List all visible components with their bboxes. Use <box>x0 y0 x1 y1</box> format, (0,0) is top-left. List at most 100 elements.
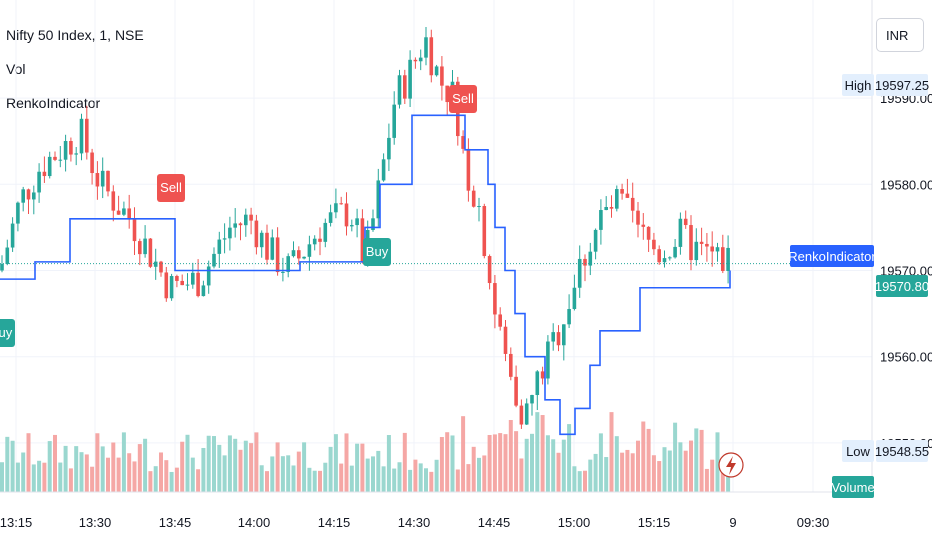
currency-button[interactable]: INR <box>876 18 924 52</box>
price-tick-label: 19580.00 <box>880 177 932 192</box>
volume-bar <box>376 450 381 492</box>
candle-body <box>699 241 704 244</box>
candle-body <box>5 247 10 264</box>
signal-badge <box>449 85 477 113</box>
volume-bar <box>662 447 667 492</box>
volume-bar <box>254 432 259 492</box>
volume-tag: Volume <box>831 480 874 495</box>
volume-bar <box>132 461 137 492</box>
volume-bar <box>174 467 179 492</box>
candle-body <box>32 192 36 200</box>
high-value: 19597.25 <box>875 78 929 93</box>
price-tick-label: 19560.00 <box>880 350 932 365</box>
signal-sell-label: Sell <box>452 91 474 106</box>
candle-body <box>196 272 200 297</box>
candle-body <box>212 253 216 267</box>
volume-bar <box>620 452 625 492</box>
candle-body <box>10 223 15 248</box>
candle-body <box>339 203 343 205</box>
volume-bar <box>137 444 142 492</box>
candle-body <box>191 272 195 285</box>
axes: 19590.0019580.0019570.0019560.0019550.00… <box>0 0 932 530</box>
volume-bar <box>598 433 603 492</box>
volume-bar <box>397 462 402 492</box>
candle-body <box>143 238 147 255</box>
candle-body <box>360 218 365 262</box>
candle-body <box>265 232 269 260</box>
volume-bar <box>21 452 26 492</box>
candle-body <box>159 261 163 273</box>
low-label-bg <box>842 440 874 462</box>
candle-body <box>175 276 179 281</box>
legend-symbol[interactable]: Nifty 50 Index, 1, NSE <box>6 27 144 43</box>
volume-bar <box>275 442 280 492</box>
high-value-bg <box>876 74 928 96</box>
volume-bar <box>715 432 720 492</box>
signal-buy-label: Buy <box>0 325 13 340</box>
volume-bar <box>445 432 450 492</box>
candle-body <box>206 266 211 286</box>
candle-body <box>524 403 529 425</box>
candle-body <box>440 66 444 86</box>
low-label: Low <box>846 444 870 459</box>
candle-body <box>652 239 656 250</box>
candle-body <box>482 206 487 257</box>
candle-body <box>201 285 206 297</box>
candle-body <box>153 261 158 267</box>
volume-bar <box>222 455 227 492</box>
volume-bar <box>47 441 52 492</box>
volume-bar <box>689 440 693 492</box>
candle-body <box>604 207 608 211</box>
volume-bar <box>206 435 211 492</box>
flash-icon-glyph <box>726 456 736 475</box>
candle-body <box>646 226 651 240</box>
candle-body <box>58 159 63 161</box>
volume-bar <box>371 456 375 492</box>
candle-body <box>509 353 513 377</box>
candle-body <box>689 225 693 261</box>
time-tick-label: 15:00 <box>558 515 591 530</box>
renko-step-line <box>0 114 731 436</box>
volume-bar <box>577 471 582 492</box>
candle-body <box>498 314 502 327</box>
low-value-bg <box>876 440 928 462</box>
candle-body <box>408 59 412 99</box>
last-price-tag: 19570.80 <box>875 279 929 294</box>
candle-body <box>228 227 232 239</box>
candle-body <box>90 152 94 174</box>
candle-body <box>138 241 142 255</box>
volume-bar <box>583 470 587 492</box>
volume-bar <box>683 450 688 492</box>
volume-bar <box>37 460 42 492</box>
candle-body <box>185 284 190 286</box>
volume-bar <box>360 443 365 492</box>
candle-body <box>47 156 52 177</box>
volume-bar <box>121 432 126 492</box>
candle-body <box>673 246 677 258</box>
volume-bar <box>143 438 148 492</box>
signal-badge <box>363 238 391 266</box>
candle-body <box>106 170 110 192</box>
signal-badge <box>0 319 15 347</box>
candle-body <box>222 238 227 240</box>
candle-body <box>180 280 184 286</box>
time-tick-label: 13:45 <box>159 515 192 530</box>
legend-indicator[interactable]: RenkoIndicator <box>6 95 101 111</box>
candle-body <box>249 214 253 221</box>
volume-bar <box>233 438 238 492</box>
candle-body <box>297 250 301 259</box>
candle-body <box>519 405 524 425</box>
candle-body <box>668 257 672 259</box>
candle-body <box>657 249 661 263</box>
volume-bar <box>58 462 63 492</box>
time-tick-label: 13:15 <box>0 515 32 530</box>
volume-bar <box>508 420 513 492</box>
volume-bar <box>646 428 651 492</box>
candle-body <box>275 237 280 273</box>
candle-body <box>530 395 534 404</box>
volume-bar <box>42 462 47 492</box>
candle-body <box>678 218 683 247</box>
volume-bar <box>169 471 174 492</box>
candle-body <box>63 140 68 160</box>
